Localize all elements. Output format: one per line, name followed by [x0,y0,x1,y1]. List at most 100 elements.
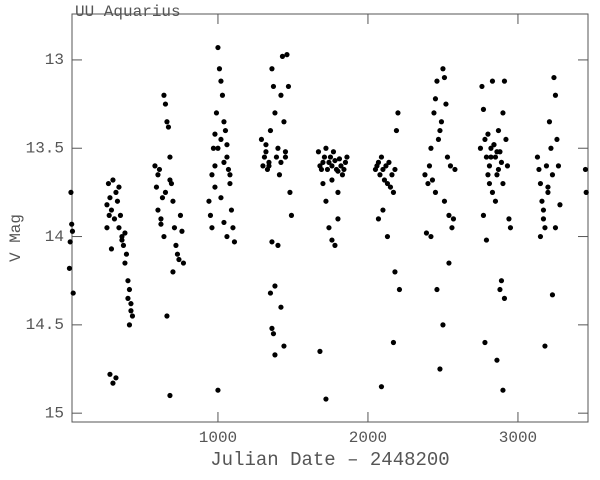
data-point [69,228,76,234]
data-point [212,184,218,190]
data-point [213,110,220,116]
data-point [392,269,398,275]
data-point [207,212,214,218]
data-point [155,207,161,213]
data-point [477,145,484,151]
data-point [326,225,332,231]
data-point [537,180,544,187]
data-point [221,159,227,165]
data-point [323,145,329,151]
data-point [158,221,164,227]
data-point [261,154,268,160]
data-point [557,202,563,208]
data-point [218,195,224,201]
y-axis-label: V Mag [7,214,25,262]
data-point [425,180,431,187]
data-point [288,212,295,218]
data-point [500,387,506,393]
data-point [507,225,514,231]
data-point [281,119,287,125]
data-point [209,172,215,178]
data-point [447,163,454,169]
data-point [215,145,221,151]
data-point [227,172,233,178]
data-point [498,278,505,284]
data-point [583,189,589,195]
data-point [339,172,346,178]
data-point [498,159,505,165]
data-point [542,343,548,349]
data-point [128,301,134,307]
data-point [432,189,439,195]
data-point [174,251,181,257]
data-point [392,166,398,173]
data-point [272,110,278,116]
data-point [393,127,400,134]
data-point [545,189,551,195]
data-point [486,180,493,187]
data-point [441,74,448,81]
data-point [555,163,562,169]
data-point [165,124,172,130]
data-point [497,286,503,293]
data-point [552,92,559,98]
data-point [329,177,335,183]
data-point [113,189,119,195]
data-point [500,110,506,116]
data-point [108,246,115,252]
data-point [206,198,212,204]
data-point [344,154,350,160]
data-point [551,74,557,81]
data-point [122,230,128,236]
y-tick-label: 13 [45,51,64,69]
data-point [269,239,275,245]
data-point [315,149,322,155]
data-point [173,242,179,248]
data-point [500,180,506,187]
data-point [495,166,502,173]
data-point [258,136,265,143]
data-point [321,154,328,160]
data-point [320,180,326,187]
data-point [386,159,392,165]
x-tick-label: 2000 [349,429,387,447]
data-point [267,290,274,296]
data-point [440,322,446,328]
data-point [387,184,394,190]
data-point [104,202,110,208]
data-point [218,136,224,143]
data-point [106,212,112,218]
data-point [449,225,455,231]
data-point [230,225,236,231]
data-point [378,154,385,160]
data-point [162,101,169,107]
data-point [479,83,485,90]
data-point [437,127,443,134]
data-point [273,154,280,160]
data-point [342,159,349,165]
data-point [335,168,341,174]
data-point [176,256,182,263]
data-point [210,145,217,151]
data-point [537,233,544,240]
data-point [491,142,497,148]
data-point [218,78,224,84]
data-point [539,198,545,204]
data-point [437,366,443,372]
data-point [329,237,335,243]
data-point [275,145,281,151]
data-point [501,295,508,301]
data-point [375,216,382,222]
data-point [324,166,331,173]
data-point [209,225,215,231]
data-point [395,110,401,116]
data-point [429,177,436,183]
data-point [495,127,502,134]
data-point [489,189,496,195]
data-point [284,52,290,58]
data-point [480,212,487,218]
chart-title: UU Aquarius [75,3,181,21]
x-tick-label: 1000 [199,429,237,447]
data-point [482,339,488,346]
data-point [494,357,500,363]
